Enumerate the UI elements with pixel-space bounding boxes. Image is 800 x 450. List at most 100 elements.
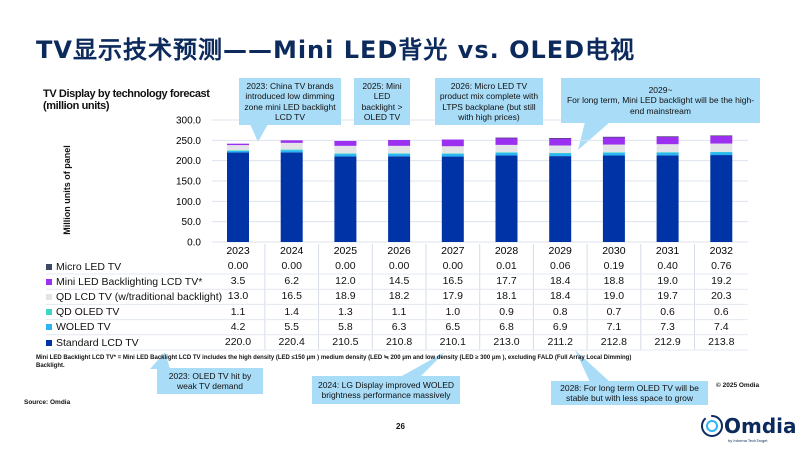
table-cell: 19.7: [657, 290, 678, 303]
copyright: © 2025 Omdia: [716, 382, 760, 389]
table-cell: 0.76: [711, 260, 732, 272]
table-cell: 13.0: [227, 290, 249, 303]
bar-segment: [656, 152, 679, 153]
bar-segment: [656, 152, 679, 156]
callout-2026-micro-led: 2026: Micro LED TV product mix complete …: [435, 78, 543, 125]
callout-pointer: [150, 352, 170, 369]
bar-segment: [280, 152, 303, 242]
table-cell: 0.19: [603, 260, 625, 272]
bar-segment: [710, 152, 733, 156]
series-name: Micro LED TV: [56, 260, 122, 273]
legend-swatch: [46, 278, 52, 285]
table-cell: 0.00: [281, 260, 302, 272]
bar-segment: [334, 156, 357, 242]
table-cell: 18.4: [549, 290, 571, 303]
y-tick-label: 100.0: [176, 197, 201, 208]
bar-segment: [602, 152, 625, 153]
bar-segment: [549, 138, 572, 146]
bar-segment: [495, 152, 518, 153]
table-cell: 0.00: [335, 260, 356, 272]
bar-segment: [334, 145, 357, 154]
bar-segment: [334, 153, 357, 155]
table-cell: 1.0: [445, 305, 461, 318]
bar-segment: [710, 155, 733, 242]
table-cell: 19.0: [603, 290, 625, 303]
table-cell: 211.2: [547, 336, 573, 348]
bar-segment: [495, 155, 518, 242]
bar-segment: [280, 149, 303, 151]
x-tick-label: 2024: [280, 245, 304, 257]
table-cell: 213.0: [493, 336, 520, 348]
table-cell: 6.2: [284, 275, 299, 288]
legend-swatch: [46, 309, 52, 316]
table-cell: 220.0: [224, 336, 252, 348]
table-cell: 18.1: [496, 290, 517, 303]
callout-pointer: [400, 352, 445, 377]
table-cell: 18.4: [549, 275, 571, 288]
legend-swatch: [46, 339, 52, 346]
legend-swatch: [46, 263, 52, 270]
callout-2025-mini-led: 2025: Mini LED backlight > OLED TV: [354, 78, 410, 125]
series-name: WOLED TV: [56, 321, 111, 334]
table-cell: 3.5: [230, 275, 246, 288]
bar-segment: [549, 156, 572, 242]
table-cell: 6.3: [391, 320, 407, 333]
table-cell: 18.8: [603, 275, 625, 288]
table-cell: 0.00: [442, 260, 464, 272]
bar-segment: [495, 152, 518, 156]
callout-pointer: [250, 124, 268, 142]
table-cell: 6.8: [499, 320, 514, 333]
table-cell: 1.1: [391, 305, 407, 318]
y-tick-label: 300.0: [176, 116, 201, 127]
bar-segment: [441, 139, 464, 147]
callout-2024-lgd: 2024: LG Display improved WOLED brightne…: [312, 376, 460, 404]
bar-segment: [280, 142, 303, 150]
bar-segment: [280, 140, 303, 143]
bar-segment: [710, 135, 733, 144]
table-cell: 6.5: [445, 320, 461, 333]
bar-segment: [441, 153, 464, 155]
table-cell: 5.8: [338, 320, 353, 333]
table-cell: 0.7: [606, 305, 622, 318]
bar-segment: [549, 152, 572, 154]
callout-2023-china-mini-led: 2023: China TV brands introduced low dim…: [239, 78, 341, 125]
table-cell: 0.6: [660, 305, 675, 318]
table-cell: 19.2: [711, 275, 732, 288]
table-cell: 0.9: [499, 305, 514, 318]
x-tick-label: 2028: [495, 245, 519, 257]
logo-tagline: by Informa TechTarget: [728, 438, 768, 443]
table-cell: 210.8: [385, 336, 413, 348]
page-title: TV显示技术预测——Mini LED背光 vs. OLED电视: [36, 36, 636, 64]
table-cell: 12.0: [335, 275, 356, 288]
table-cell: 7.4: [713, 320, 729, 333]
bar-segment: [227, 150, 249, 151]
bar-segment: [656, 136, 679, 145]
omdia-logo: Omdia by Informa TechTarget: [700, 414, 797, 443]
series-name: Mini LED Backlighting LCD TV*: [56, 275, 203, 288]
table-cell: 16.5: [442, 275, 464, 288]
bar-segment: [441, 153, 464, 157]
callout-2029-long-term: 2029~ For long term, Mini LED backlight …: [561, 78, 760, 123]
table-cell: 19.0: [657, 275, 678, 288]
bar-segment: [495, 137, 518, 145]
table-cell: 0.40: [657, 260, 678, 272]
bar-segment: [710, 135, 733, 137]
y-tick-label: 0.0: [187, 238, 201, 249]
table-row-label: Mini LED Backlighting LCD TV*: [46, 274, 202, 289]
bar-segment: [602, 136, 625, 138]
table-cell: 18.2: [388, 290, 410, 303]
bar-segment: [656, 136, 679, 137]
table-row-label: QD LCD TV (w/traditional backlight): [46, 289, 222, 304]
table-cell: 18.9: [335, 290, 356, 303]
table-cell: 0.06: [549, 260, 571, 272]
series-name: QD LCD TV (w/traditional backlight): [56, 290, 223, 303]
bar-segment: [656, 144, 679, 153]
x-tick-label: 2029: [549, 245, 573, 257]
bar-segment: [602, 152, 625, 156]
table-cell: 6.9: [552, 320, 568, 333]
bar-segment: [388, 145, 411, 154]
table-cell: 0.01: [496, 260, 517, 272]
table-cell: 220.4: [278, 336, 305, 348]
callout-pointer: [575, 350, 610, 382]
y-tick-label: 150.0: [176, 177, 201, 188]
